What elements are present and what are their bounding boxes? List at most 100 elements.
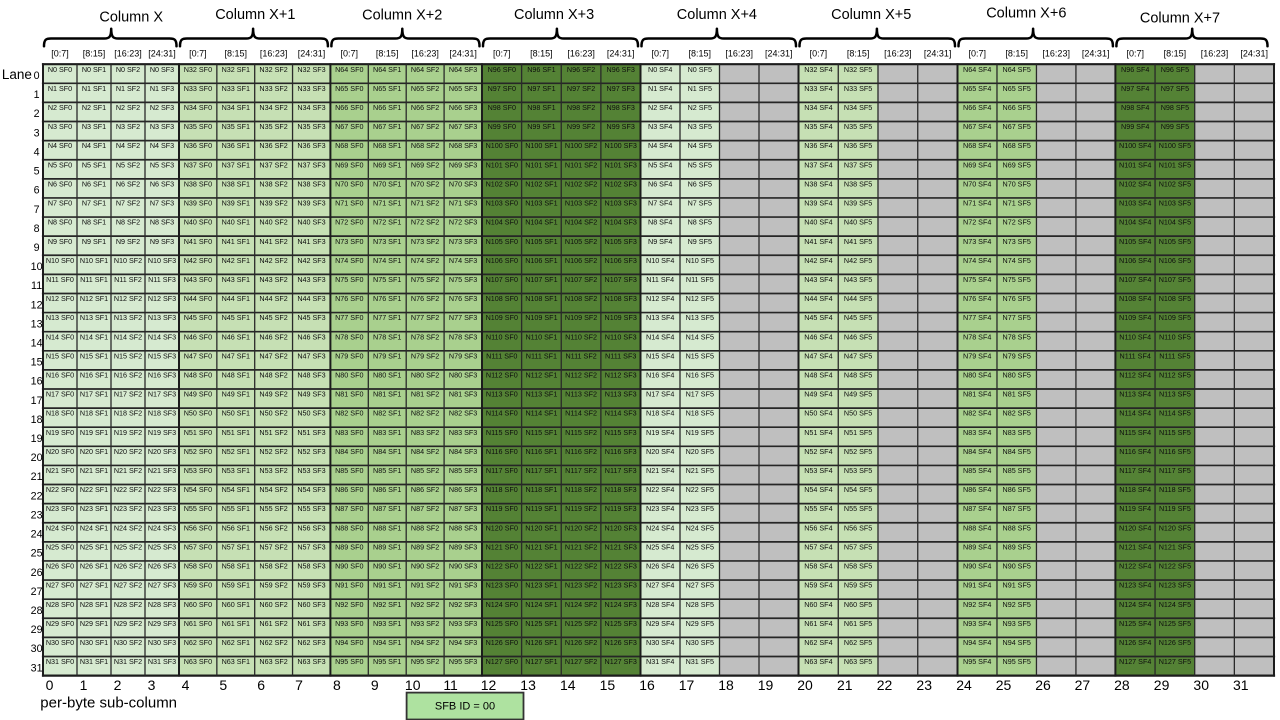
svg-text:N38 SF2: N38 SF2	[259, 179, 287, 188]
svg-text:N43 SF5: N43 SF5	[844, 275, 872, 284]
svg-text:[24:31]: [24:31]	[765, 48, 793, 58]
svg-text:N125 SF5: N125 SF5	[1159, 619, 1191, 628]
svg-text:N98 SF5: N98 SF5	[1161, 103, 1189, 112]
svg-text:N113 SF5: N113 SF5	[1159, 390, 1191, 399]
svg-text:N53 SF0: N53 SF0	[184, 466, 212, 475]
svg-text:N39 SF3: N39 SF3	[297, 199, 325, 208]
svg-text:N60 SF2: N60 SF2	[259, 600, 287, 609]
svg-text:N82 SF1: N82 SF1	[373, 409, 401, 418]
svg-text:N97 SF3: N97 SF3	[607, 84, 635, 93]
svg-text:N108 SF1: N108 SF1	[525, 294, 557, 303]
svg-text:N3 SF5: N3 SF5	[688, 122, 712, 131]
svg-text:N87 SF4: N87 SF4	[963, 504, 991, 513]
svg-text:[8:15]: [8:15]	[1164, 48, 1187, 58]
svg-text:24: 24	[31, 529, 43, 541]
svg-text:N58 SF5: N58 SF5	[844, 562, 872, 571]
svg-text:N52 SF3: N52 SF3	[297, 447, 325, 456]
svg-text:N29 SF0: N29 SF0	[46, 619, 74, 628]
svg-text:N50 SF1: N50 SF1	[222, 409, 250, 418]
svg-text:N92 SF3: N92 SF3	[449, 600, 477, 609]
svg-text:N101 SF1: N101 SF1	[525, 160, 557, 169]
svg-text:N34 SF3: N34 SF3	[297, 103, 325, 112]
svg-text:N117 SF2: N117 SF2	[565, 466, 597, 475]
svg-text:N31 SF5: N31 SF5	[686, 657, 714, 666]
svg-text:N92 SF5: N92 SF5	[1003, 600, 1031, 609]
svg-text:N100 SF5: N100 SF5	[1159, 141, 1191, 150]
svg-text:N78 SF0: N78 SF0	[335, 332, 363, 341]
svg-text:8: 8	[34, 223, 40, 235]
svg-text:N57 SF0: N57 SF0	[184, 543, 212, 552]
svg-text:N19 SF5: N19 SF5	[686, 428, 714, 437]
svg-text:N99 SF1: N99 SF1	[527, 122, 555, 131]
svg-text:N121 SF0: N121 SF0	[486, 543, 518, 552]
svg-text:N0 SF3: N0 SF3	[150, 65, 174, 74]
svg-text:N72 SF4: N72 SF4	[963, 218, 991, 227]
svg-text:N49 SF3: N49 SF3	[297, 390, 325, 399]
svg-text:N125 SF3: N125 SF3	[605, 619, 637, 628]
svg-text:N94 SF1: N94 SF1	[373, 638, 401, 647]
svg-text:N62 SF0: N62 SF0	[184, 638, 212, 647]
svg-text:N32 SF2: N32 SF2	[259, 65, 287, 74]
svg-text:N69 SF0: N69 SF0	[335, 160, 363, 169]
svg-text:N32 SF5: N32 SF5	[844, 65, 872, 74]
svg-text:N5 SF0: N5 SF0	[48, 160, 72, 169]
svg-text:Column X+7: Column X+7	[1140, 11, 1220, 27]
svg-text:14: 14	[560, 677, 576, 693]
svg-text:N36 SF0: N36 SF0	[184, 141, 212, 150]
svg-text:N33 SF1: N33 SF1	[222, 84, 250, 93]
svg-text:N98 SF2: N98 SF2	[567, 103, 595, 112]
svg-text:N46 SF4: N46 SF4	[804, 332, 832, 341]
svg-text:N56 SF3: N56 SF3	[297, 523, 325, 532]
svg-text:N82 SF0: N82 SF0	[335, 409, 363, 418]
svg-text:N13 SF4: N13 SF4	[646, 313, 674, 322]
svg-text:N40 SF0: N40 SF0	[184, 218, 212, 227]
svg-text:20: 20	[31, 452, 43, 464]
svg-text:N34 SF4: N34 SF4	[804, 103, 832, 112]
svg-text:N99 SF0: N99 SF0	[488, 122, 516, 131]
svg-text:N96 SF0: N96 SF0	[488, 65, 516, 74]
svg-text:N38 SF3: N38 SF3	[297, 179, 325, 188]
svg-text:N65 SF3: N65 SF3	[449, 84, 477, 93]
svg-text:N59 SF0: N59 SF0	[184, 581, 212, 590]
svg-text:[16:23]: [16:23]	[884, 48, 912, 58]
svg-text:N26 SF2: N26 SF2	[114, 562, 142, 571]
svg-text:N100 SF1: N100 SF1	[525, 141, 557, 150]
svg-text:N114 SF3: N114 SF3	[605, 409, 637, 418]
svg-text:N17 SF3: N17 SF3	[148, 390, 176, 399]
svg-text:N78 SF1: N78 SF1	[373, 332, 401, 341]
svg-text:N12 SF1: N12 SF1	[80, 294, 108, 303]
svg-text:N102 SF3: N102 SF3	[605, 179, 637, 188]
svg-text:N35 SF3: N35 SF3	[297, 122, 325, 131]
svg-text:N104 SF3: N104 SF3	[605, 218, 637, 227]
svg-text:N118 SF1: N118 SF1	[525, 485, 557, 494]
svg-text:N55 SF0: N55 SF0	[184, 504, 212, 513]
svg-text:19: 19	[31, 433, 43, 445]
svg-text:N48 SF2: N48 SF2	[259, 371, 287, 380]
svg-text:N97 SF4: N97 SF4	[1121, 84, 1149, 93]
svg-text:N16 SF1: N16 SF1	[80, 371, 108, 380]
svg-text:N18 SF4: N18 SF4	[646, 409, 674, 418]
svg-text:N5 SF1: N5 SF1	[82, 160, 106, 169]
svg-text:N31 SF4: N31 SF4	[646, 657, 674, 666]
svg-text:N45 SF3: N45 SF3	[297, 313, 325, 322]
svg-text:N121 SF1: N121 SF1	[525, 543, 557, 552]
svg-text:N27 SF5: N27 SF5	[686, 581, 714, 590]
svg-text:N69 SF3: N69 SF3	[449, 160, 477, 169]
svg-text:N98 SF0: N98 SF0	[488, 103, 516, 112]
svg-text:N59 SF1: N59 SF1	[222, 581, 250, 590]
svg-text:16: 16	[639, 677, 655, 693]
svg-text:N86 SF2: N86 SF2	[411, 485, 439, 494]
svg-text:N106 SF3: N106 SF3	[605, 256, 637, 265]
svg-text:N24 SF1: N24 SF1	[80, 523, 108, 532]
svg-text:N64 SF3: N64 SF3	[449, 65, 477, 74]
svg-text:N67 SF4: N67 SF4	[963, 122, 991, 131]
svg-text:N64 SF0: N64 SF0	[335, 65, 363, 74]
svg-text:N73 SF3: N73 SF3	[449, 237, 477, 246]
svg-text:N74 SF3: N74 SF3	[449, 256, 477, 265]
svg-text:N0 SF5: N0 SF5	[688, 65, 712, 74]
svg-text:10: 10	[31, 261, 43, 273]
svg-text:N90 SF2: N90 SF2	[411, 562, 439, 571]
svg-text:N1 SF2: N1 SF2	[116, 84, 140, 93]
svg-text:14: 14	[31, 338, 43, 350]
svg-text:[0:7]: [0:7]	[189, 48, 207, 58]
